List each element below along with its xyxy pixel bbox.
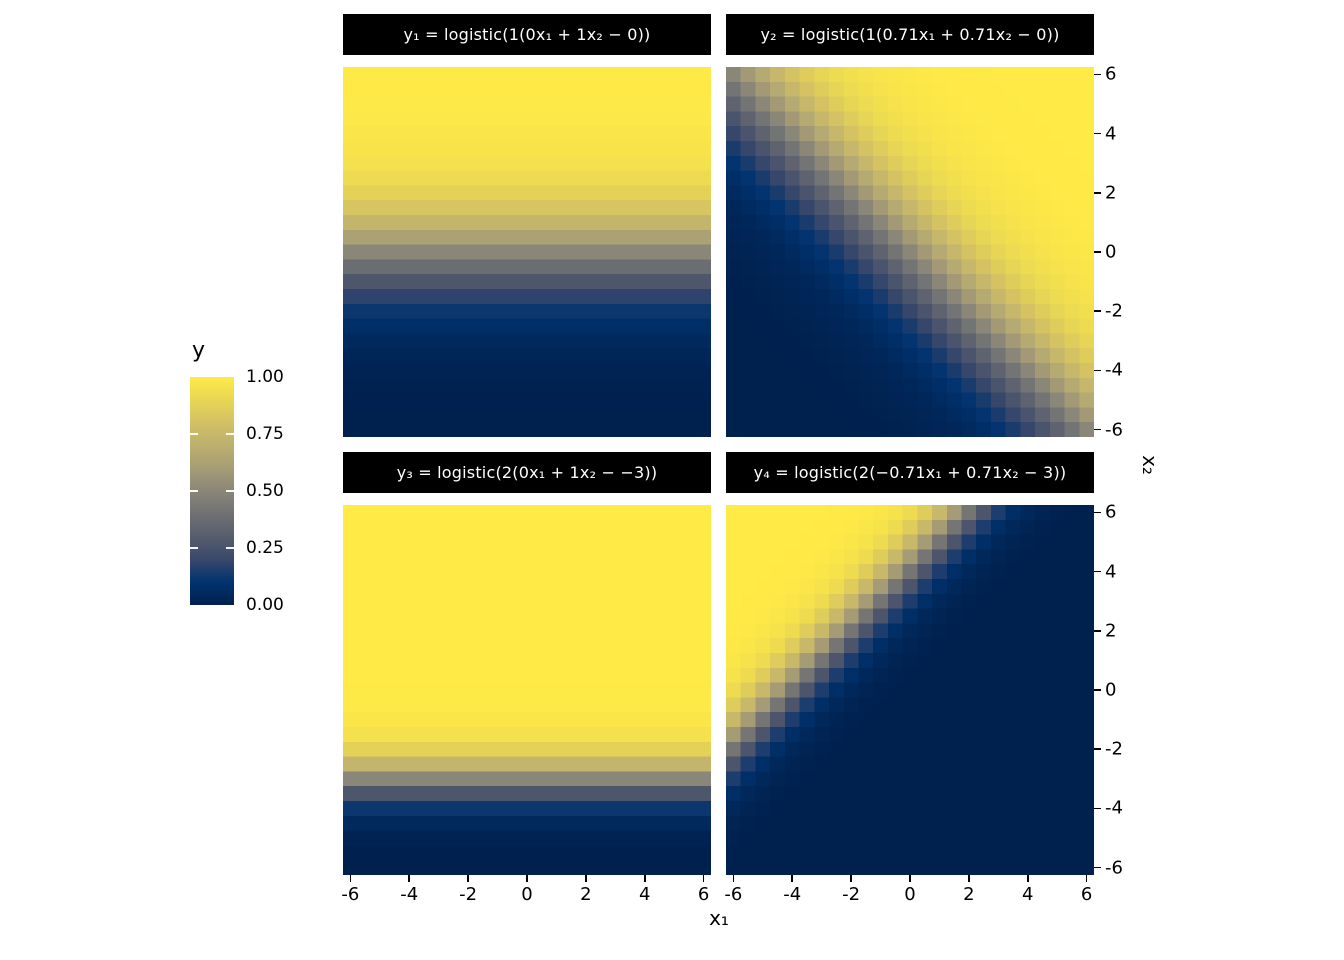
y-tick-mark bbox=[1094, 310, 1101, 312]
y-tick-label: 6 bbox=[1105, 501, 1117, 523]
x-tick-label: -2 bbox=[842, 884, 861, 905]
x-tick-label: 4 bbox=[639, 884, 651, 905]
x-tick-mark bbox=[850, 875, 852, 882]
y-tick-label: 4 bbox=[1105, 561, 1117, 583]
legend-label: 0.00 bbox=[246, 595, 284, 615]
x-tick-mark bbox=[467, 875, 469, 882]
heatmap-panel-y4 bbox=[726, 505, 1094, 875]
x-tick-label: 4 bbox=[1022, 884, 1034, 905]
x-tick-mark bbox=[968, 875, 970, 882]
x-tick-label: 0 bbox=[904, 884, 916, 905]
x-tick-mark bbox=[585, 875, 587, 882]
x-tick-label: -2 bbox=[459, 884, 478, 905]
y-tick-mark bbox=[1094, 192, 1101, 194]
y-tick-mark bbox=[1094, 748, 1101, 750]
facet-strip-y3: y₃ = logistic(2(0x₁ + 1x₂ − −3)) bbox=[343, 452, 711, 493]
facet-strip-y4: y₄ = logistic(2(−0.71x₁ + 0.71x₂ − 3)) bbox=[726, 452, 1094, 493]
y-tick-label: -4 bbox=[1105, 797, 1123, 819]
x-tick-label: 6 bbox=[697, 884, 710, 905]
x-tick-mark bbox=[732, 875, 735, 882]
x-tick-label: 6 bbox=[1080, 884, 1093, 905]
y-tick-mark bbox=[1094, 251, 1101, 253]
heatmap-panel-y2 bbox=[726, 67, 1094, 437]
y-tick-label: 4 bbox=[1105, 123, 1117, 145]
y-tick-mark bbox=[1094, 866, 1101, 869]
heatmap-panel-y1 bbox=[343, 67, 711, 437]
legend-tick-mark bbox=[190, 433, 198, 435]
x-tick-label: 0 bbox=[521, 884, 533, 905]
x-tick-label: -6 bbox=[724, 884, 743, 905]
x-tick-label: 2 bbox=[963, 884, 975, 905]
legend-label: 0.50 bbox=[246, 481, 284, 501]
heatmap-canvas-y4 bbox=[726, 505, 1094, 875]
y-tick-mark bbox=[1094, 428, 1101, 431]
legend-tick-mark bbox=[190, 547, 198, 549]
y-tick-mark bbox=[1094, 630, 1101, 632]
y-tick-mark bbox=[1094, 570, 1101, 573]
y-tick-label: 0 bbox=[1105, 241, 1117, 263]
facet-strip-y1: y₁ = logistic(1(0x₁ + 1x₂ − 0)) bbox=[343, 14, 711, 55]
x-tick-mark bbox=[909, 875, 911, 882]
legend-tick-mark bbox=[226, 433, 234, 435]
heatmap-canvas-y2 bbox=[726, 67, 1094, 437]
y-tick-mark bbox=[1094, 132, 1101, 135]
y-tick-label: -6 bbox=[1105, 857, 1123, 879]
x-axis-title: x₁ bbox=[709, 906, 729, 930]
legend-label: 0.75 bbox=[246, 424, 284, 444]
legend-tick-mark bbox=[226, 490, 234, 492]
x-tick-label: -4 bbox=[400, 884, 419, 905]
heatmap-canvas-y3 bbox=[343, 505, 711, 875]
facet-strip-y2: y₂ = logistic(1(0.71x₁ + 0.71x₂ − 0)) bbox=[726, 14, 1094, 55]
x-tick-mark bbox=[702, 875, 705, 882]
x-tick-mark bbox=[791, 875, 793, 882]
x-tick-label: -6 bbox=[341, 884, 360, 905]
y-axis-title: x₂ bbox=[1138, 455, 1162, 475]
x-tick-mark bbox=[526, 875, 528, 882]
legend-tick-mark bbox=[226, 547, 234, 549]
x-tick-mark bbox=[408, 875, 410, 882]
y-tick-mark bbox=[1094, 369, 1101, 372]
y-tick-mark bbox=[1094, 73, 1101, 76]
facet-y1: y₁ = logistic(1(0x₁ + 1x₂ − 0)) bbox=[343, 14, 711, 437]
x-tick-mark bbox=[644, 875, 646, 882]
y-tick-label: -2 bbox=[1105, 738, 1123, 760]
x-tick-mark bbox=[1027, 875, 1029, 882]
legend-title: y bbox=[192, 338, 206, 363]
heatmap-canvas-y1 bbox=[343, 67, 711, 437]
y-tick-label: 6 bbox=[1105, 63, 1117, 85]
x-tick-label: -4 bbox=[783, 884, 802, 905]
x-tick-mark bbox=[1085, 875, 1088, 882]
y-tick-label: 2 bbox=[1105, 182, 1117, 204]
heatmap-panel-y3 bbox=[343, 505, 711, 875]
y-tick-mark bbox=[1094, 511, 1101, 514]
legend: y 1.00 0.75 0.50 0.25 0.00 bbox=[190, 338, 330, 638]
y-tick-label: -6 bbox=[1105, 419, 1123, 441]
y-tick-mark bbox=[1094, 689, 1101, 691]
legend-label: 1.00 bbox=[246, 367, 284, 387]
legend-label: 0.25 bbox=[246, 538, 284, 558]
y-tick-mark bbox=[1094, 807, 1101, 810]
y-tick-label: -2 bbox=[1105, 300, 1123, 322]
x-tick-mark bbox=[349, 875, 352, 882]
facet-y3: y₃ = logistic(2(0x₁ + 1x₂ − −3)) bbox=[343, 452, 711, 875]
facet-y2: y₂ = logistic(1(0.71x₁ + 0.71x₂ − 0)) bbox=[726, 14, 1094, 437]
y-tick-label: -4 bbox=[1105, 359, 1123, 381]
y-tick-label: 0 bbox=[1105, 679, 1117, 701]
facet-y4: y₄ = logistic(2(−0.71x₁ + 0.71x₂ − 3)) bbox=[726, 452, 1094, 875]
x-tick-label: 2 bbox=[580, 884, 592, 905]
y-tick-label: 2 bbox=[1105, 620, 1117, 642]
legend-tick-mark bbox=[190, 490, 198, 492]
